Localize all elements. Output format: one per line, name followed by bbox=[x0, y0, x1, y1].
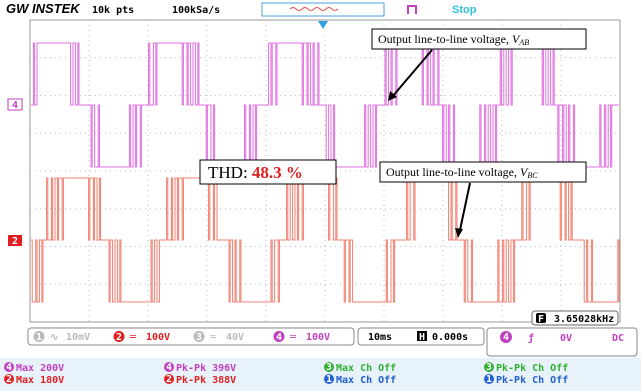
trigger-slope: ƒ bbox=[528, 333, 534, 344]
channel-scale: 100V bbox=[306, 332, 330, 343]
ch4-marker-label: 4 bbox=[12, 100, 18, 111]
thd: THD: 48.3 % bbox=[208, 163, 303, 182]
measure-channel: 1 bbox=[486, 374, 492, 385]
measurement: Pk-Pk Ch Off bbox=[496, 363, 568, 374]
trigger-source: 4 bbox=[503, 332, 509, 343]
timebase: 10ms bbox=[368, 332, 392, 343]
trigger-coupling: DC bbox=[612, 333, 624, 344]
brand: GW INSTEK bbox=[6, 1, 81, 16]
channel-number: 1 bbox=[36, 332, 42, 343]
frequency: 3.65028kHz bbox=[554, 314, 614, 325]
run-status: Stop bbox=[452, 4, 477, 16]
measure-channel: 2 bbox=[6, 374, 12, 385]
measurement: Max Ch Off bbox=[336, 375, 396, 386]
measure-channel: 4 bbox=[6, 362, 12, 373]
annotation: Output line-to-line voltage, VBC bbox=[386, 165, 538, 180]
channel-scale: 100V bbox=[146, 332, 170, 343]
measurement: Max 180V bbox=[16, 375, 64, 386]
measure-channel: 4 bbox=[166, 362, 172, 373]
channel-number: 2 bbox=[116, 332, 122, 343]
channel-coupling: ∿ bbox=[50, 332, 58, 343]
measurement: Max Ch Off bbox=[336, 363, 396, 374]
channel-coupling: ═ bbox=[209, 332, 217, 343]
freq-icon-label: F bbox=[538, 314, 544, 325]
measure-channel: 3 bbox=[486, 362, 492, 373]
measurement: Pk-Pk 396V bbox=[176, 363, 236, 374]
ch2-marker-label: 2 bbox=[12, 236, 18, 247]
sample-rate: 100kSa/s bbox=[172, 5, 220, 16]
measurement: Pk-Pk Ch Off bbox=[496, 375, 568, 386]
channel-number: 3 bbox=[196, 332, 202, 343]
trigger-level: 0V bbox=[560, 333, 572, 344]
record-length: 10k pts bbox=[92, 5, 134, 16]
measure-channel: 3 bbox=[326, 362, 332, 373]
channel-coupling: ═ bbox=[289, 332, 297, 343]
position-icon-label: H bbox=[419, 332, 425, 343]
measurement: Pk-Pk 388V bbox=[176, 375, 236, 386]
annotation: Output line-to-line voltage, VAB bbox=[378, 32, 529, 47]
memory-bar bbox=[262, 3, 384, 16]
position: 0.000s bbox=[432, 332, 468, 343]
channel-number: 4 bbox=[276, 332, 282, 343]
measurement: Max 200V bbox=[16, 363, 64, 374]
measure-channel: 2 bbox=[166, 374, 172, 385]
measure-channel: 1 bbox=[326, 374, 332, 385]
channel-coupling: ═ bbox=[129, 332, 137, 343]
channel-scale: 40V bbox=[226, 332, 244, 343]
oscilloscope-screen: GW INSTEK 10k pts 100kSa/s Stop 4 2 Outp… bbox=[0, 0, 641, 391]
channel-scale: 10mV bbox=[66, 332, 90, 343]
